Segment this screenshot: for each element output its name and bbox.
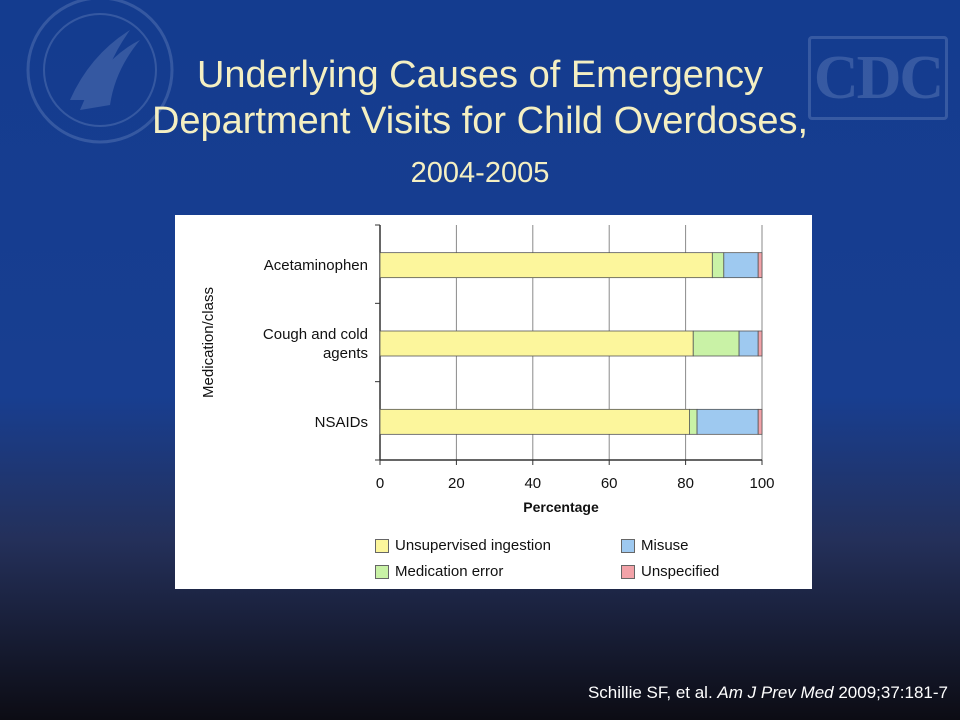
citation-authors: Schillie SF, et al. [587,683,718,702]
x-tick-label-20: 20 [448,475,465,492]
citation-ref: 2009;37:181-7 [833,683,948,702]
hhs-seal-watermark [26,0,174,144]
legend-label-misuse: Misuse [641,537,689,554]
category-label-nsaids: NSAIDs [315,414,368,431]
bar-acetaminophen-unsupervised-ingestion [379,252,713,279]
bar-nsaids-medication-error [689,408,698,435]
y-axis-title: Medication/class [200,287,217,398]
bar-acetaminophen-misuse [723,252,759,279]
x-tick-label-40: 40 [524,475,541,492]
title-line-1: Underlying Causes of Emergency [196,54,764,96]
x-tick-label-80: 80 [677,475,694,492]
x-tick-label-100: 100 [749,475,774,492]
citation: Schillie SF, et al. Am J Prev Med 2009;3… [588,683,948,703]
legend-swatch-unspecified [621,564,635,579]
category-label-acetaminophen: Acetaminophen [264,257,368,274]
legend-swatch-unsupervised [375,538,389,553]
stacked-bar-chart: 0 20 40 60 80 100 Acetaminophen Cough and cold a… [200,224,775,515]
x-tick-label-0: 0 [376,475,384,492]
legend-item-unsupervised: Unsupervised ingestion [375,537,551,554]
slide-title: Underlying Causes of Emergency Departmen… [0,52,960,196]
x-tick-label-60: 60 [601,475,618,492]
bar-cough-and-cold-agents-unspecified [757,330,763,357]
title-line-2: Department Visits for Child Overdoses, [151,100,809,142]
category-label-cough-and-cold-agents: Cough and cold agents [263,326,368,362]
bar-acetaminophen-unspecified [757,252,763,279]
legend-swatch-medication-error [375,564,389,579]
legend-label-unspecified: Unspecified [641,563,720,580]
bar-nsaids-unspecified [757,408,763,435]
bar-cough-and-cold-agents-misuse [738,330,759,357]
legend-label-medication-error: Medication error [395,563,504,580]
bar-acetaminophen-medication-error [711,252,725,279]
legend-item-medication-error: Medication error [375,563,503,580]
bar-nsaids-unsupervised-ingestion [379,408,690,435]
bar-cough-and-cold-agents-medication-error [692,330,740,357]
legend-swatch-misuse [621,538,635,553]
chart-panel: 0 20 40 60 80 100 Acetaminophen Cough and cold a… [175,215,812,589]
legend-item-unspecified: Unspecified [621,563,719,580]
legend-item-misuse: Misuse [621,537,689,554]
bar-nsaids-misuse [696,408,759,435]
title-years: 2004-2005 [410,157,550,189]
bar-cough-and-cold-agents-unsupervised-ingestion [379,330,694,357]
x-axis-title: Percentage [523,499,599,515]
cdc-logo: CDC [808,36,948,120]
legend-label-unsupervised: Unsupervised ingestion [395,537,551,554]
citation-journal: Am J Prev Med [717,683,834,702]
